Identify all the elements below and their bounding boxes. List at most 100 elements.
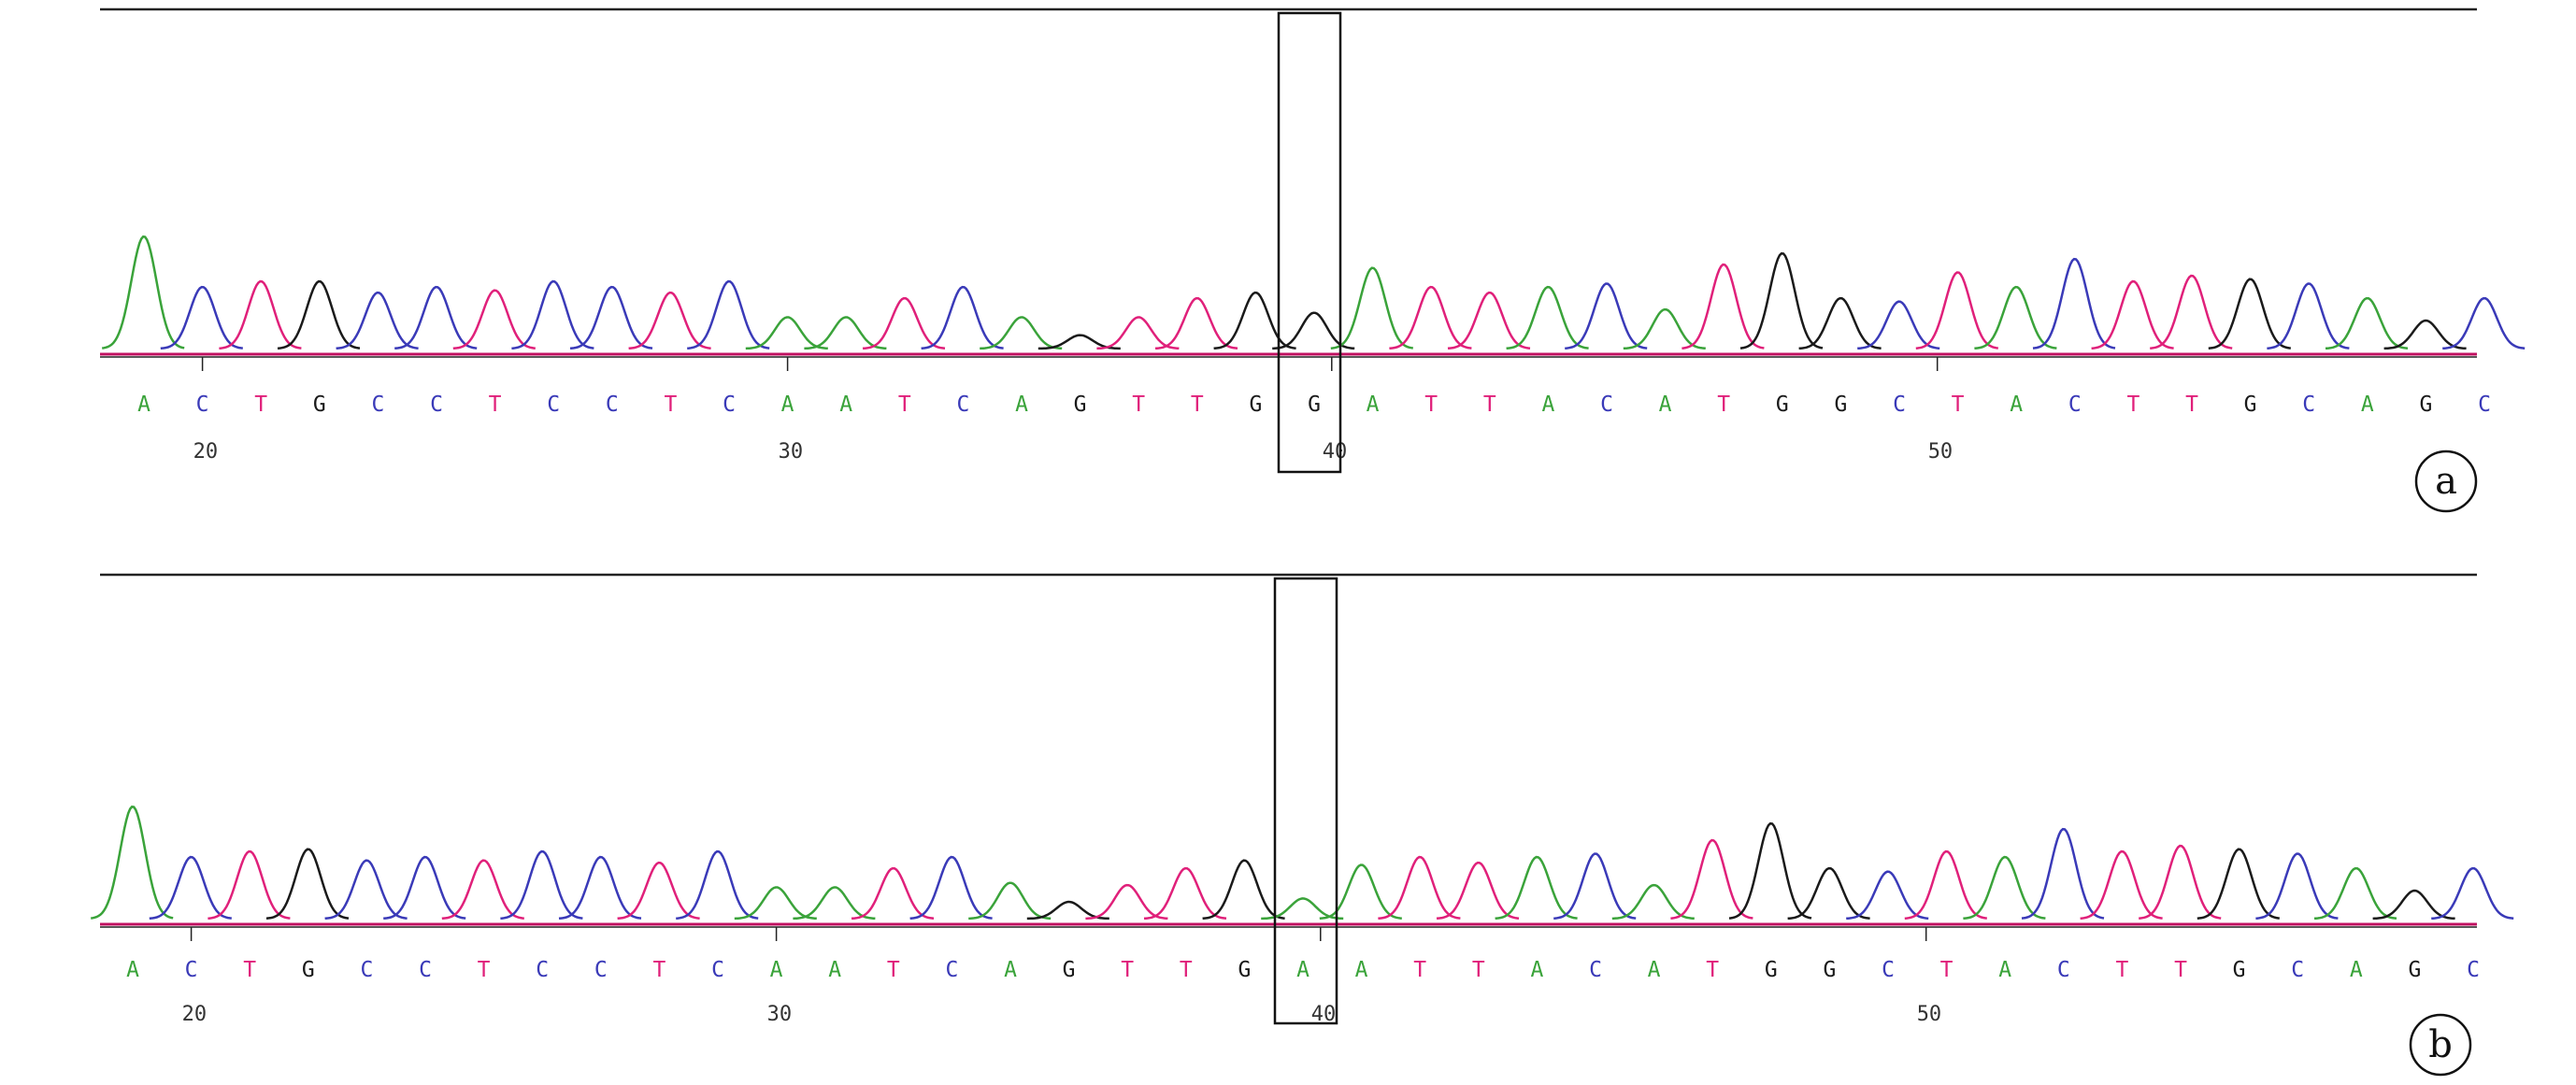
trace-peak (1915, 271, 1998, 350)
base-call: G (2233, 958, 2246, 982)
base-call: C (360, 958, 373, 982)
trace-peak (628, 291, 711, 350)
base-call: G (2408, 958, 2421, 982)
trace-peak (277, 279, 361, 350)
trace-peak (383, 855, 466, 921)
base-call: A (1541, 393, 1554, 417)
trace-peak (1378, 855, 1461, 921)
trace-peak (1143, 866, 1227, 921)
trace-peak (1846, 870, 1929, 921)
base-call: G (2244, 393, 2257, 417)
base-call: T (652, 958, 665, 982)
base-call: C (419, 958, 432, 982)
trace-peak (617, 861, 700, 921)
trace-peak (2150, 274, 2233, 350)
trace-peak (394, 285, 478, 350)
trace-peak (2139, 844, 2222, 920)
base-call: G (302, 958, 315, 982)
trace-peak (1974, 285, 2057, 350)
base-call: A (1530, 958, 1543, 982)
trace-peak (851, 866, 935, 921)
trace-peak (569, 285, 653, 350)
base-call: G (1834, 393, 1847, 417)
base-call: A (1004, 958, 1017, 982)
trace-peak (1495, 855, 1578, 921)
base-call: T (2185, 393, 2198, 417)
base-call: A (828, 958, 841, 982)
panel-label-circle (2414, 450, 2478, 513)
base-call: T (1706, 958, 1719, 982)
base-call: C (2478, 393, 2491, 417)
trace-peak (265, 848, 350, 920)
base-call: C (1589, 958, 1602, 982)
base-call: A (781, 393, 794, 417)
base-call: A (839, 393, 852, 417)
base-call: A (2010, 393, 2023, 417)
trace-peak (2325, 296, 2409, 350)
trace-peak (1389, 285, 1472, 350)
base-call: G (1238, 958, 1251, 982)
base-call: A (1296, 958, 1309, 982)
base-call: A (126, 958, 139, 982)
base-call: G (1823, 958, 1836, 982)
base-call: C (2467, 958, 2480, 982)
position-label: 50 (1928, 440, 1953, 464)
trace-peak (2267, 282, 2350, 350)
trace-peak (1213, 291, 1296, 350)
trace-peak (511, 279, 594, 350)
base-call: T (1472, 958, 1485, 982)
trace-peak (1202, 859, 1285, 921)
trace-peak (1085, 883, 1168, 921)
base-call: T (1413, 958, 1426, 982)
trace-peak (149, 855, 232, 921)
base-call: C (547, 393, 560, 417)
base-call: A (2361, 393, 2374, 417)
trace-peak (1728, 821, 1812, 920)
trace-peak (1553, 852, 1637, 920)
trace-peak (208, 849, 291, 920)
base-call: C (185, 958, 198, 982)
trace-peak (2021, 827, 2105, 920)
trace-peak (1739, 251, 1824, 350)
base-call: A (1355, 958, 1368, 982)
base-call: G (1249, 393, 1262, 417)
trace-peak (336, 291, 419, 350)
trace-peak (804, 316, 887, 350)
trace-peak (102, 235, 185, 350)
trace-peak (2197, 848, 2280, 920)
trace-peak (1319, 864, 1402, 921)
base-call: T (2174, 958, 2187, 982)
trace-peak (687, 279, 770, 350)
trace-peak (1904, 849, 1987, 920)
trace-peak (1154, 296, 1238, 350)
trace-peak (1787, 866, 1870, 921)
trace-peak (793, 886, 876, 921)
base-call: T (254, 393, 267, 417)
trace-peak (968, 881, 1052, 921)
base-call: G (1308, 393, 1321, 417)
trace-peak (160, 285, 243, 350)
position-label: 30 (779, 440, 804, 464)
trace-peak (1682, 263, 1765, 350)
base-call: A (1015, 393, 1028, 417)
trace-peak (1447, 291, 1531, 350)
trace-peak (676, 849, 759, 920)
base-call: C (2302, 393, 2315, 417)
base-call: G (1063, 958, 1076, 982)
trace-peak (1565, 282, 1648, 350)
trace-peak (1096, 316, 1180, 350)
trace-peak (2091, 279, 2174, 350)
highlight-box (1273, 577, 1338, 1025)
trace-peak (91, 805, 174, 920)
base-call: T (887, 958, 900, 982)
trace-peak (219, 279, 302, 350)
base-call: C (2057, 958, 2070, 982)
highlight-box (1277, 11, 1342, 474)
base-call: G (1776, 393, 1789, 417)
base-call: C (371, 393, 384, 417)
base-call: T (898, 393, 911, 417)
position-label: 30 (767, 1003, 793, 1026)
base-call: C (196, 393, 209, 417)
position-label: 40 (1323, 440, 1348, 464)
